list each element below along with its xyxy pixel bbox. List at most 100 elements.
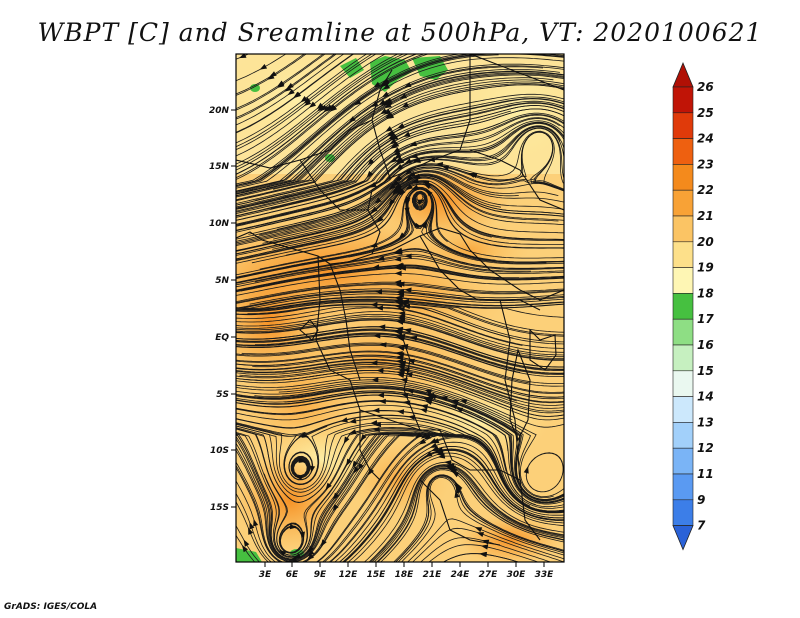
lon-tick-label: 27E (479, 570, 499, 580)
streamline-arrow (392, 147, 401, 153)
streamline-arrow (395, 247, 403, 253)
streamline-arrow (397, 158, 405, 165)
streamline-arrows (239, 54, 529, 562)
streamline-arrow (287, 88, 295, 96)
streamline-arrow (412, 173, 421, 179)
streamline-arrow (277, 80, 285, 87)
streamline-arrow (369, 182, 377, 188)
streamline-arrow (420, 404, 429, 410)
streamline-arrow (405, 184, 413, 191)
lon-tick-label: 21E (423, 570, 443, 580)
colorbar-segment (672, 447, 694, 475)
streamline-arrow (446, 463, 454, 469)
streamline-arrow (398, 189, 406, 197)
streamline-arrow (411, 178, 419, 184)
map-plot-area (236, 54, 564, 562)
colorbar-segment (672, 267, 694, 294)
streamline-arrow (349, 429, 357, 435)
streamline-arrow (450, 404, 458, 410)
streamline-arrow (403, 131, 411, 137)
colorbar-label: 14 (697, 390, 714, 404)
colorbar-label: 12 (697, 441, 714, 455)
streamline-arrow (293, 91, 301, 98)
streamline-arrow (410, 153, 418, 159)
map-frame (235, 53, 565, 563)
streamline-arrow (425, 189, 433, 197)
colorbar-segment (672, 241, 694, 268)
streamline-arrow (397, 187, 404, 195)
streamline-arrow (373, 333, 381, 339)
streamline-arrow (404, 82, 412, 88)
streamline-arrow (404, 168, 412, 175)
streamline-arrow (424, 389, 432, 395)
lon-tick-label: 33E (535, 570, 555, 580)
streamline-arrow (329, 105, 338, 112)
colorbar-label: 20 (697, 235, 714, 249)
streamline-arrow (384, 97, 393, 104)
colorbar-segment (672, 189, 694, 217)
streamline-arrow (394, 256, 402, 262)
colorbar-over-arrow (672, 61, 694, 88)
colorbar-label: 22 (697, 183, 714, 197)
streamline-arrow (372, 264, 380, 270)
streamline-arrow (388, 183, 396, 190)
streamline-arrow (407, 358, 415, 364)
colorbar-segment (672, 293, 694, 320)
colorbar-label: 7 (697, 519, 706, 533)
streamline-arrow (409, 335, 418, 341)
streamline-arrow (481, 539, 490, 545)
streamline-arrow (401, 392, 409, 398)
streamline-arrow (243, 539, 250, 547)
streamline-arrow (307, 545, 314, 553)
streamline-arrow (402, 367, 410, 373)
streamline-arrow (353, 466, 360, 474)
streamline-arrow (403, 328, 412, 334)
lat-tick-label: 15N (209, 162, 230, 172)
streamline-arrow (459, 399, 468, 405)
streamline-arrow (386, 130, 395, 137)
streamline-arrow (317, 105, 325, 112)
streamline-arrow (523, 466, 529, 474)
streamline-arrow (404, 199, 410, 207)
streamline-arrow (396, 355, 404, 361)
streamline-arrow (413, 157, 421, 163)
lat-tick-label: 5S (216, 390, 229, 400)
streamline-arrow (354, 99, 362, 106)
streamline-arrow (425, 396, 434, 402)
streamline-arrow (284, 85, 292, 92)
streamline-arrow (375, 305, 383, 311)
streamline-arrow (391, 180, 400, 187)
colorbar-segment (672, 473, 694, 501)
streamline-arrow (456, 484, 462, 492)
lon-tick-label: 24E (451, 570, 471, 580)
streamline-arrow (366, 170, 374, 178)
streamline-arrow (348, 116, 356, 123)
map-axes: 3E 6E 9E 12E 15E 18E 21E 24E 27E 30E 33E 20N 15N 10N 5… (209, 106, 554, 580)
streamline-arrow (396, 409, 405, 415)
colorbar-segment (672, 86, 694, 114)
lat-tick-label: 5N (215, 276, 229, 286)
streamline-arrow (307, 549, 315, 557)
streamline-arrow (420, 432, 429, 439)
chart-title: WBPT [C] and Sreamline at 500hPa, VT: 20… (37, 18, 763, 47)
streamline-arrow (405, 372, 413, 378)
streamline-arrow (378, 324, 386, 330)
streamline-arrow (293, 553, 301, 559)
streamline-arrow (444, 460, 452, 466)
streamline-arrow (398, 265, 406, 271)
streamline-arrow (377, 255, 385, 261)
streamline-arrow (376, 216, 384, 223)
streamline-arrow (441, 165, 450, 171)
streamline-arrow (372, 426, 380, 432)
streamline-arrow (375, 289, 383, 295)
streamline-arrow (454, 490, 460, 498)
colorbar-segment (672, 370, 694, 397)
streamline-arrow (467, 172, 476, 178)
streamline-arrow (384, 112, 393, 119)
streamline-arrow (396, 372, 405, 379)
lon-tick-label: 12E (339, 570, 359, 580)
colorbar-segment (672, 164, 694, 191)
colorbar-segment (672, 344, 694, 372)
streamline-arrow (406, 388, 414, 394)
streamline-arrow (397, 345, 405, 351)
